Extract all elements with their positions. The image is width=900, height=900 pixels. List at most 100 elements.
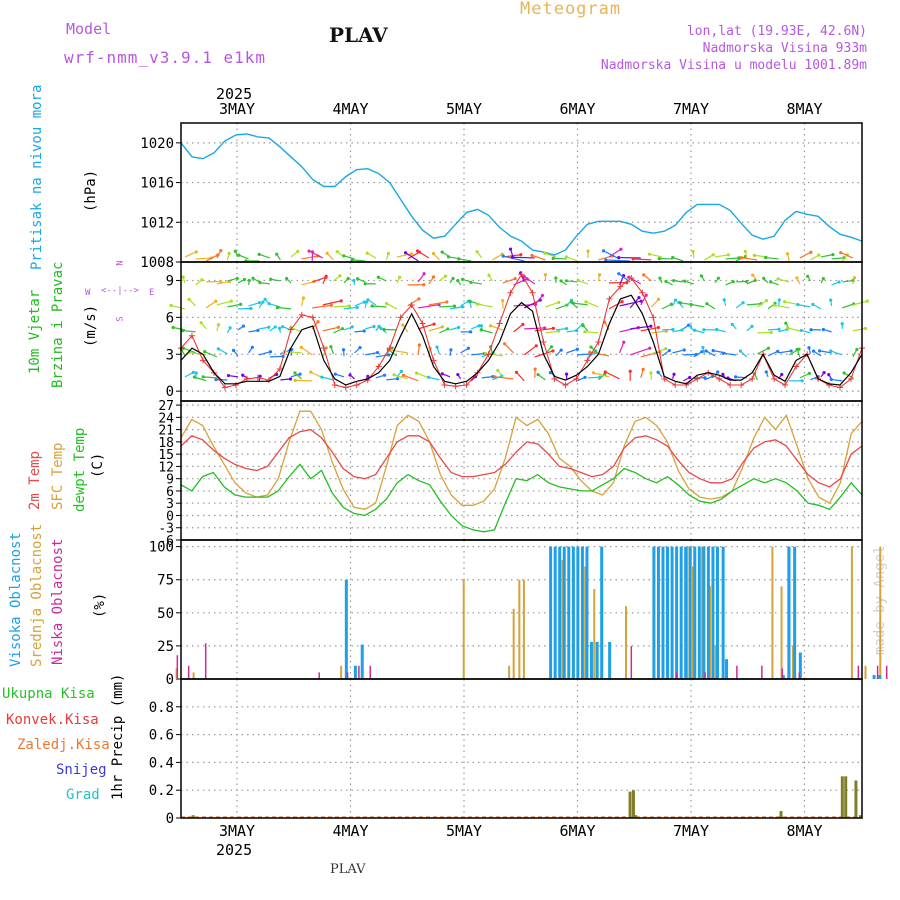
wind-arrow-head [501, 299, 505, 303]
low-cloud-bar [204, 643, 207, 679]
wind-arrow-head [642, 273, 646, 277]
wind-arrow-head [477, 324, 481, 328]
wind-arrow [300, 346, 313, 356]
wind-arrow-head [530, 253, 534, 257]
wind-arrow-head [336, 325, 340, 329]
wind-arrow-head [296, 249, 300, 254]
low-cloud-bar [675, 672, 678, 679]
wind-arrow-head [201, 375, 205, 379]
wind-arrow-head [347, 304, 351, 308]
wind-arrow-head [776, 349, 780, 353]
model-label: Model [66, 20, 112, 38]
wind-arrow [590, 346, 599, 355]
wind-arrow [492, 375, 503, 381]
wind-arrow [577, 353, 592, 356]
wind-arrow-head [329, 345, 333, 349]
wind-arrow-head [554, 276, 558, 280]
wind-arrow-head [559, 348, 563, 352]
mid-cloud-bar [340, 665, 343, 679]
wind-arrow-head [440, 250, 444, 254]
precip-legend-convective: Konvek.Kisa [6, 712, 99, 728]
wind-gust-marker [672, 382, 679, 389]
wind-arrow-head [479, 328, 483, 332]
y-tick-label: -3 [158, 522, 174, 537]
wind-arrow [672, 349, 685, 354]
wind-arrow-head [457, 257, 461, 261]
wind-arrow [640, 294, 647, 306]
wind-arrow-head [726, 253, 730, 257]
wind-arrow-head [366, 298, 370, 302]
wind-arrow-head [829, 377, 833, 382]
wind-arrow-head [199, 321, 203, 325]
wind-arrow-head [656, 297, 661, 301]
wind-arrow-head [363, 282, 367, 286]
wind-arrow-head [807, 346, 811, 350]
wind-arrow [629, 297, 640, 309]
wind-arrow-head [644, 293, 648, 297]
wind-arrow-head [619, 247, 623, 251]
wind-arrow [182, 329, 196, 333]
wind-arrow [746, 303, 762, 306]
wind-arrow-head [702, 328, 706, 332]
wind-arrow-head [752, 253, 756, 257]
high-cloud-bar [688, 546, 692, 679]
wind-arrow-head [267, 302, 271, 306]
wind-arrow [405, 252, 419, 262]
wind-arrow-head [379, 326, 383, 330]
wind-arrow [504, 343, 515, 354]
wind-arrow-head [649, 324, 653, 328]
wind-arrow [704, 254, 714, 261]
wind-arrow-head [839, 251, 843, 255]
wind-arrow [690, 303, 705, 308]
wind-gust-marker [771, 375, 778, 382]
wind-arrow-head [350, 258, 354, 262]
wind-arrow-head [460, 277, 465, 281]
wind-arrow-head [678, 301, 683, 305]
wind-arrow-head [403, 251, 408, 255]
wind-arrow-head [649, 371, 653, 375]
high-cloud-bar [652, 546, 656, 679]
wind-arrow-head [764, 255, 768, 260]
wind-arrow [365, 352, 378, 356]
wind-arrow-head [365, 251, 369, 255]
wind-arrow-head [672, 372, 676, 376]
x-tick-label-bottom: 5MAY [446, 822, 482, 840]
wind-arrow-head [769, 330, 773, 335]
high-cloud-bar [715, 546, 719, 679]
wind-arrow-head [241, 324, 246, 328]
wind-arrow [512, 256, 535, 259]
wind-gust-marker [485, 351, 492, 358]
wind-arrow [605, 259, 631, 262]
wind-arrow-head [807, 371, 811, 375]
wind-arrow [774, 304, 790, 309]
wind-arrow [787, 327, 800, 332]
mid-cloud-bar [771, 546, 774, 679]
wind-arrow-head [275, 305, 280, 310]
wind-arrow-head [398, 275, 402, 279]
wind-gust-marker [254, 374, 261, 381]
wind-arrow-head [551, 349, 555, 353]
wind-arrow-head [536, 372, 540, 377]
wind-arrow [831, 378, 843, 382]
wind-arrow-head [762, 276, 766, 280]
wind-arrow-head [401, 373, 406, 377]
y-tick-label: 6 [166, 310, 174, 326]
wind-arrow-head [329, 303, 333, 307]
wind-arrow-head [855, 347, 859, 352]
mid-cloud-bar [462, 579, 465, 679]
wind-arrow-head [711, 349, 715, 353]
wind-arrow [290, 326, 302, 333]
wind-arrow [259, 326, 269, 330]
wind-arrow [490, 325, 504, 331]
mid-cloud-bar [850, 546, 853, 679]
high-cloud-bar [679, 546, 683, 679]
wind-arrows [169, 247, 869, 383]
wind-arrow [204, 351, 218, 358]
wind-arrow-head [647, 252, 652, 256]
wind-arrow [523, 276, 536, 285]
precip-bar [628, 791, 632, 818]
wind-arrow [228, 374, 239, 378]
wind-arrow-head [734, 375, 738, 379]
wind-arrow-head [683, 279, 687, 283]
wind-arrow [238, 254, 249, 260]
